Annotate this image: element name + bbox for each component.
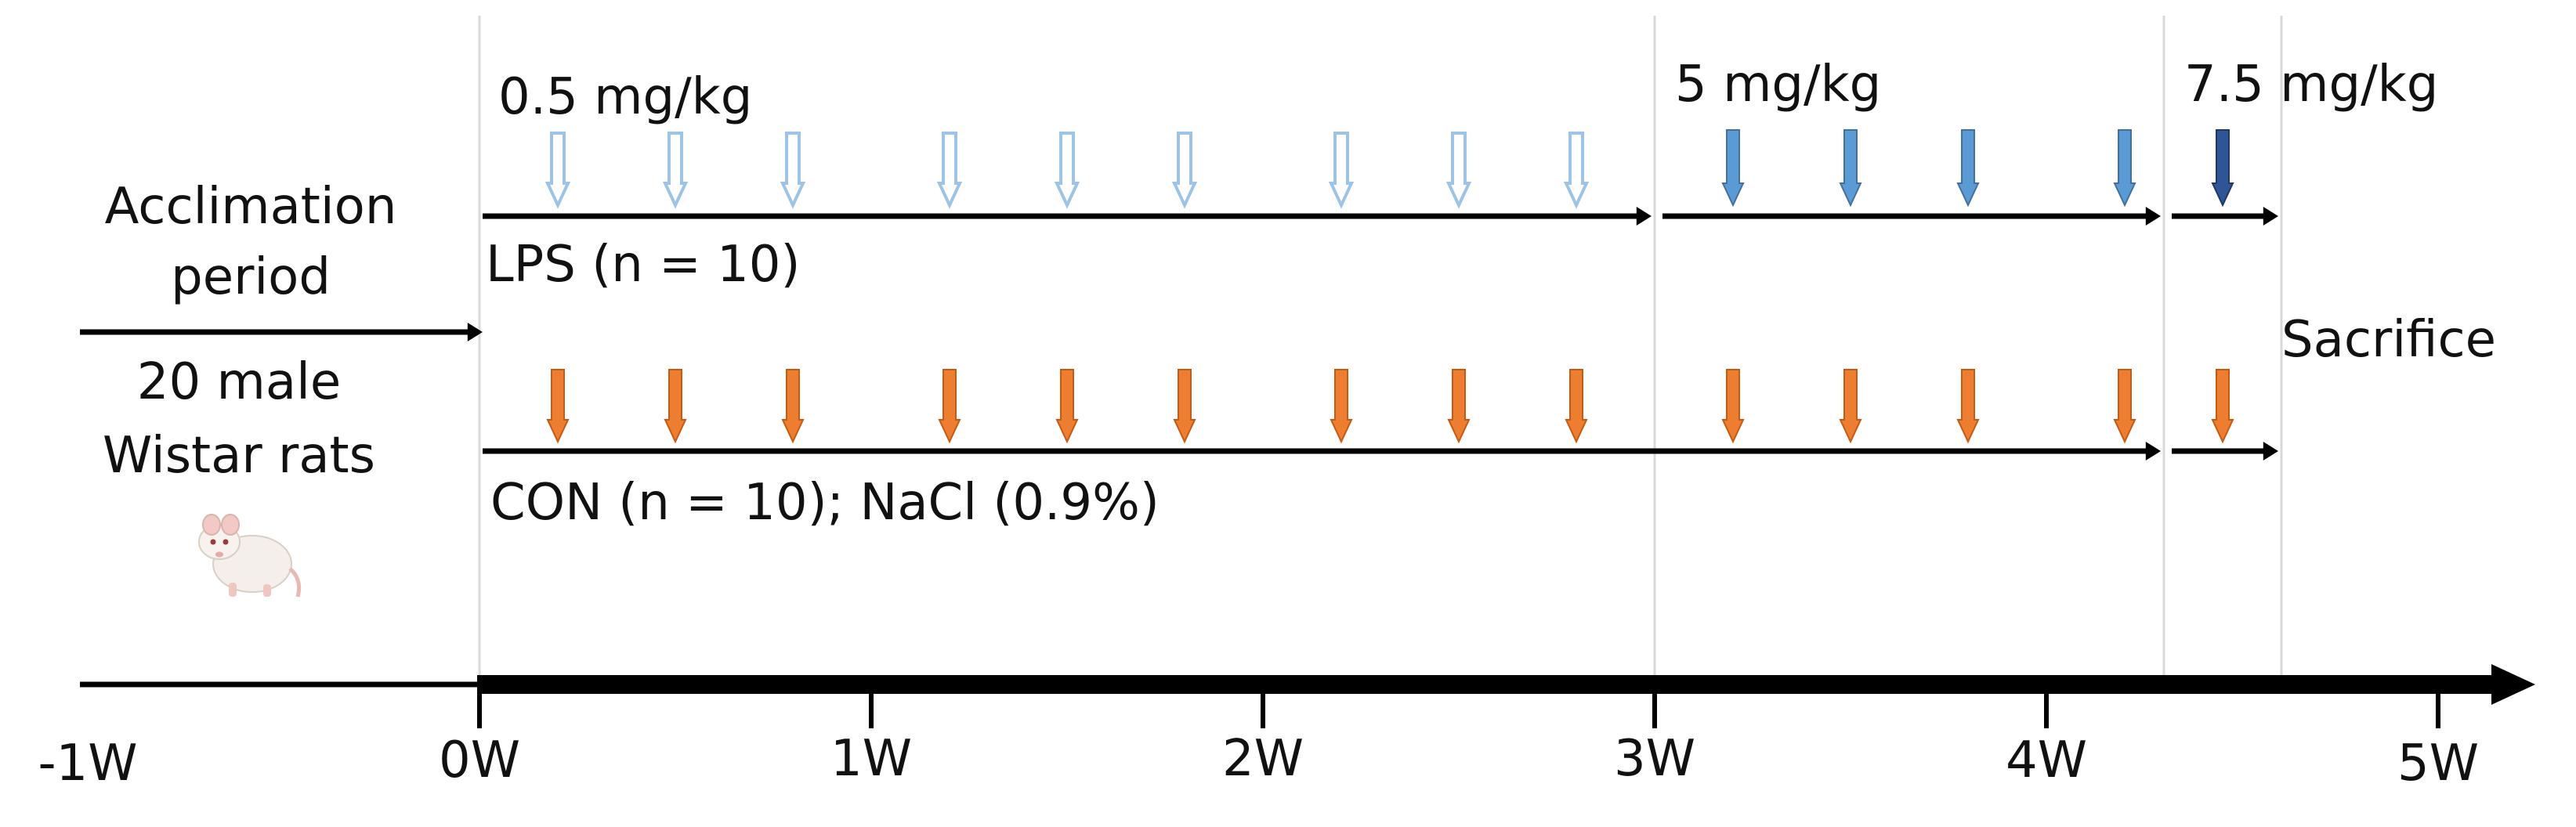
lps-injection-arrow-low [1171, 132, 1198, 209]
lps-injection-arrow-low [1328, 132, 1355, 209]
con-final-arrow [2172, 442, 2278, 460]
lps-injection-arrow-low [780, 132, 806, 209]
con-injection-arrow [1055, 369, 1079, 444]
axis-tick-label: 1W [830, 730, 912, 788]
con-injection-arrow [781, 369, 805, 444]
con-injection-arrow [546, 369, 570, 444]
lps-injection-arrow-low [1563, 132, 1590, 209]
con-phase-arrow [483, 442, 2161, 460]
con-injection-arrow [664, 369, 687, 444]
sacrifice-label: Sacrifice [2281, 311, 2496, 369]
axis-tick-label: 4W [2006, 731, 2087, 789]
lps-phase-arrow [483, 207, 1652, 226]
acclimation-arrow [80, 323, 483, 341]
con-injection-arrow [1956, 369, 1980, 444]
con-injection-arrow [2113, 369, 2136, 444]
dose-label-high: 7.5 mg/kg [2184, 56, 2439, 114]
lps-phase-arrow [2172, 207, 2278, 226]
con-injection-arrow [1565, 369, 1588, 444]
dose-label-low: 0.5 mg/kg [498, 68, 753, 126]
con-injection-arrow [1447, 369, 1471, 444]
lps-injection-arrow-high [2211, 129, 2234, 208]
con-injection-arrow [2211, 369, 2234, 444]
con-group-label: CON (n = 10); NaCl (0.9%) [490, 474, 1160, 532]
axis-thick-arrow [479, 664, 2535, 705]
con-injection-arrow [1721, 369, 1745, 444]
lps-phase-arrow [1662, 207, 2161, 226]
lps-injection-arrow-mid [1956, 129, 1980, 208]
animals-label-line1: 20 male [136, 353, 342, 411]
acclimation-label-line1: Acclimation [104, 178, 397, 236]
lps-injection-arrow-low [936, 132, 963, 209]
acclimation-label-line2: period [171, 248, 331, 306]
con-injection-arrow [1173, 369, 1196, 444]
axis-tick-label: -1W [38, 735, 137, 793]
lps-injection-arrow-mid [1839, 129, 1862, 208]
axis-tick-label: 0W [439, 731, 520, 789]
rat-photo-icon [198, 514, 302, 598]
lps-group-label: LPS (n = 10) [486, 236, 801, 294]
lps-injection-arrow-low [1054, 132, 1080, 209]
lps-injection-arrow-mid [2113, 129, 2136, 208]
lps-injection-arrow-low [662, 132, 689, 209]
con-injection-arrow [1330, 369, 1353, 444]
lps-injection-arrow-mid [1721, 129, 1745, 208]
con-injection-arrow [938, 369, 961, 444]
animals-label-line2: Wistar rats [103, 427, 375, 485]
dose-label-mid: 5 mg/kg [1675, 56, 1882, 114]
lps-injection-arrow-low [545, 132, 571, 209]
axis-tick-label: 3W [1614, 730, 1695, 788]
axis-tick-label: 2W [1222, 730, 1304, 788]
lps-injection-arrow-low [1445, 132, 1472, 209]
con-injection-arrow [1839, 369, 1862, 444]
axis-tick-label: 5W [2397, 735, 2479, 793]
time-axis: -1W 0W 1W 2W 3W 4W 5W [38, 664, 2535, 793]
